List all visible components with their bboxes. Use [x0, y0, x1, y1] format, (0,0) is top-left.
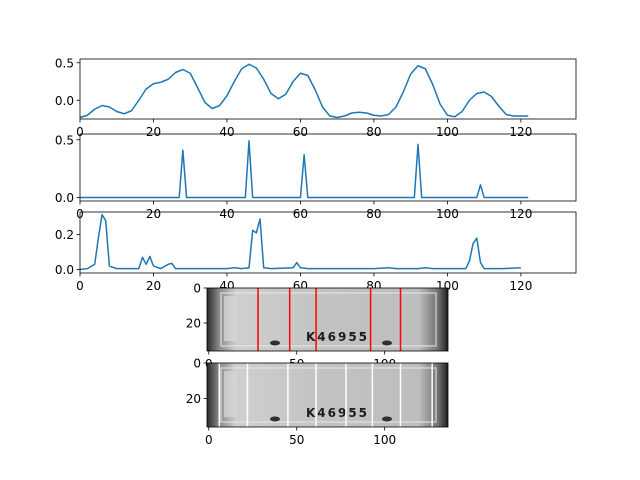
x-tick-label: 20: [146, 207, 161, 221]
plate-rivet: [270, 416, 280, 422]
series-line-1: [79, 63, 529, 119]
plate-rivet: [270, 340, 280, 346]
axes-frame: [206, 287, 449, 352]
axes-frame: [79, 58, 577, 120]
plate-image: K46955: [207, 363, 448, 427]
x-tick-label: 20: [146, 279, 161, 293]
subplot-5: K46955 0 50 100 0 20: [186, 357, 449, 447]
x-tick-label: 100: [373, 433, 396, 447]
plate-emblem: [224, 371, 236, 417]
x-tick-label: 40: [219, 207, 234, 221]
y-tick-label: 0.0: [55, 191, 74, 205]
series-line-1: [80, 140, 529, 199]
series-line-1: [79, 213, 521, 271]
x-tick-label: 100: [436, 207, 459, 221]
y-tick-label: 20: [186, 392, 201, 406]
plate-image: K46955: [207, 288, 448, 351]
plate-border: [220, 367, 437, 423]
y-tick-label: 0.5: [55, 133, 74, 147]
x-tick-label: 80: [366, 125, 381, 139]
x-tick-label: 40: [219, 125, 234, 139]
x-tick-label: 0: [205, 433, 213, 447]
x-tick-label: 120: [509, 125, 532, 139]
x-tick-label: 60: [293, 125, 308, 139]
plate-emblem: [224, 296, 236, 341]
y-tick-label: 0.2: [55, 228, 74, 242]
y-tick-label: 0: [193, 357, 201, 371]
y-tick-label: 0.0: [55, 263, 74, 277]
x-tick-label: 0: [76, 279, 84, 293]
plate-rivet: [382, 340, 392, 346]
x-tick-label: 60: [293, 207, 308, 221]
x-tick-label: 120: [509, 207, 532, 221]
plate-characters: K46955: [306, 330, 369, 344]
x-tick-label: 100: [436, 125, 459, 139]
axes-frame: [79, 133, 577, 202]
plate-rivet: [382, 416, 392, 422]
axes-frame: [79, 211, 577, 274]
x-tick-label: 120: [509, 279, 532, 293]
y-tick-label: 0.5: [55, 56, 74, 70]
x-tick-label: 0: [76, 125, 84, 139]
x-tick-label: 20: [146, 125, 161, 139]
plate-characters: K46955: [306, 406, 369, 420]
x-tick-label: 50: [289, 433, 304, 447]
x-tick-label: 80: [366, 207, 381, 221]
y-tick-label: 0: [193, 282, 201, 296]
plate-background: [207, 288, 448, 351]
y-tick-label: 0.0: [55, 94, 74, 108]
plate-border: [220, 292, 437, 347]
y-tick-label: 20: [186, 317, 201, 331]
subplot-1: 0 20 40 60 80 100 120 0.0 0.5: [55, 56, 577, 139]
axes-frame: [206, 362, 449, 428]
